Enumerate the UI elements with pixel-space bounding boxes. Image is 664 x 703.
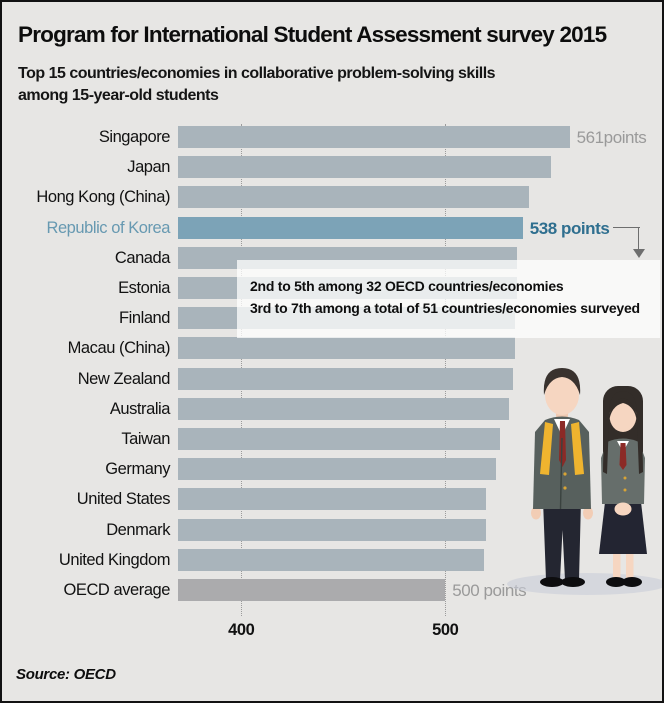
country-label-republic-of-korea: Republic of Korea (46, 219, 170, 237)
country-label-canada: Canada (114, 249, 171, 267)
bar-united-kingdom (178, 549, 484, 571)
country-label-united-kingdom: United Kingdom (58, 551, 171, 569)
value-label-republic-of-korea: 538 points (529, 219, 610, 238)
country-label-japan: Japan (127, 158, 170, 176)
callout-arrow-line-horizontal (613, 227, 640, 228)
bar-hong-kong-china (178, 186, 529, 208)
bar-japan (178, 156, 552, 178)
country-label-hong-kong-china: Hong Kong (China) (36, 188, 170, 206)
page-title: Program for International Student Assess… (18, 22, 607, 47)
country-label-finland: Finland (119, 309, 170, 327)
subtitle-line-2: among 15-year-old students (18, 87, 219, 104)
country-label-estonia: Estonia (118, 279, 170, 297)
country-label-new-zealand: New Zealand (77, 370, 171, 388)
country-label-australia: Australia (109, 400, 171, 418)
bar-macau-china (178, 337, 515, 359)
page-subtitle: Top 15 countries/economies in collaborat… (18, 63, 618, 107)
callout-arrow-down-icon (633, 249, 645, 258)
bar-united-states (178, 488, 486, 510)
subtitle-line-1: Top 15 countries/economies in collaborat… (18, 65, 496, 82)
value-label-singapore: 561points (576, 128, 647, 147)
x-axis-tick-500: 500 (432, 621, 459, 639)
callout-arrow-line-vertical (638, 227, 639, 251)
bar-oecd-average (178, 579, 446, 601)
bar-new-zealand (178, 368, 513, 390)
students-illustration (507, 368, 662, 595)
annotation-line-1: 2nd to 5th among 32 OECD countries/econo… (250, 278, 564, 294)
country-label-singapore: Singapore (98, 128, 171, 146)
girl-student-figure (599, 386, 647, 587)
country-label-denmark: Denmark (106, 521, 170, 539)
boy-student-figure (531, 368, 593, 587)
bar-singapore (178, 126, 570, 148)
bar-australia (178, 398, 509, 420)
annotation-line-2: 3rd to 7th among a total of 51 countries… (250, 300, 640, 316)
country-label-macau-china: Macau (China) (67, 339, 171, 357)
bar-germany (178, 458, 497, 480)
country-label-united-states: United States (76, 490, 171, 508)
source-label: Source: OECD (16, 666, 116, 683)
bar-denmark (178, 519, 486, 541)
bar-republic-of-korea (178, 217, 523, 239)
bar-taiwan (178, 428, 501, 450)
rank-annotation-box: 2nd to 5th among 32 OECD countries/econo… (237, 260, 660, 338)
x-axis-tick-400: 400 (228, 621, 255, 639)
country-label-oecd-average: OECD average (63, 581, 171, 599)
country-label-taiwan: Taiwan (121, 430, 170, 448)
country-label-germany: Germany (105, 460, 170, 478)
